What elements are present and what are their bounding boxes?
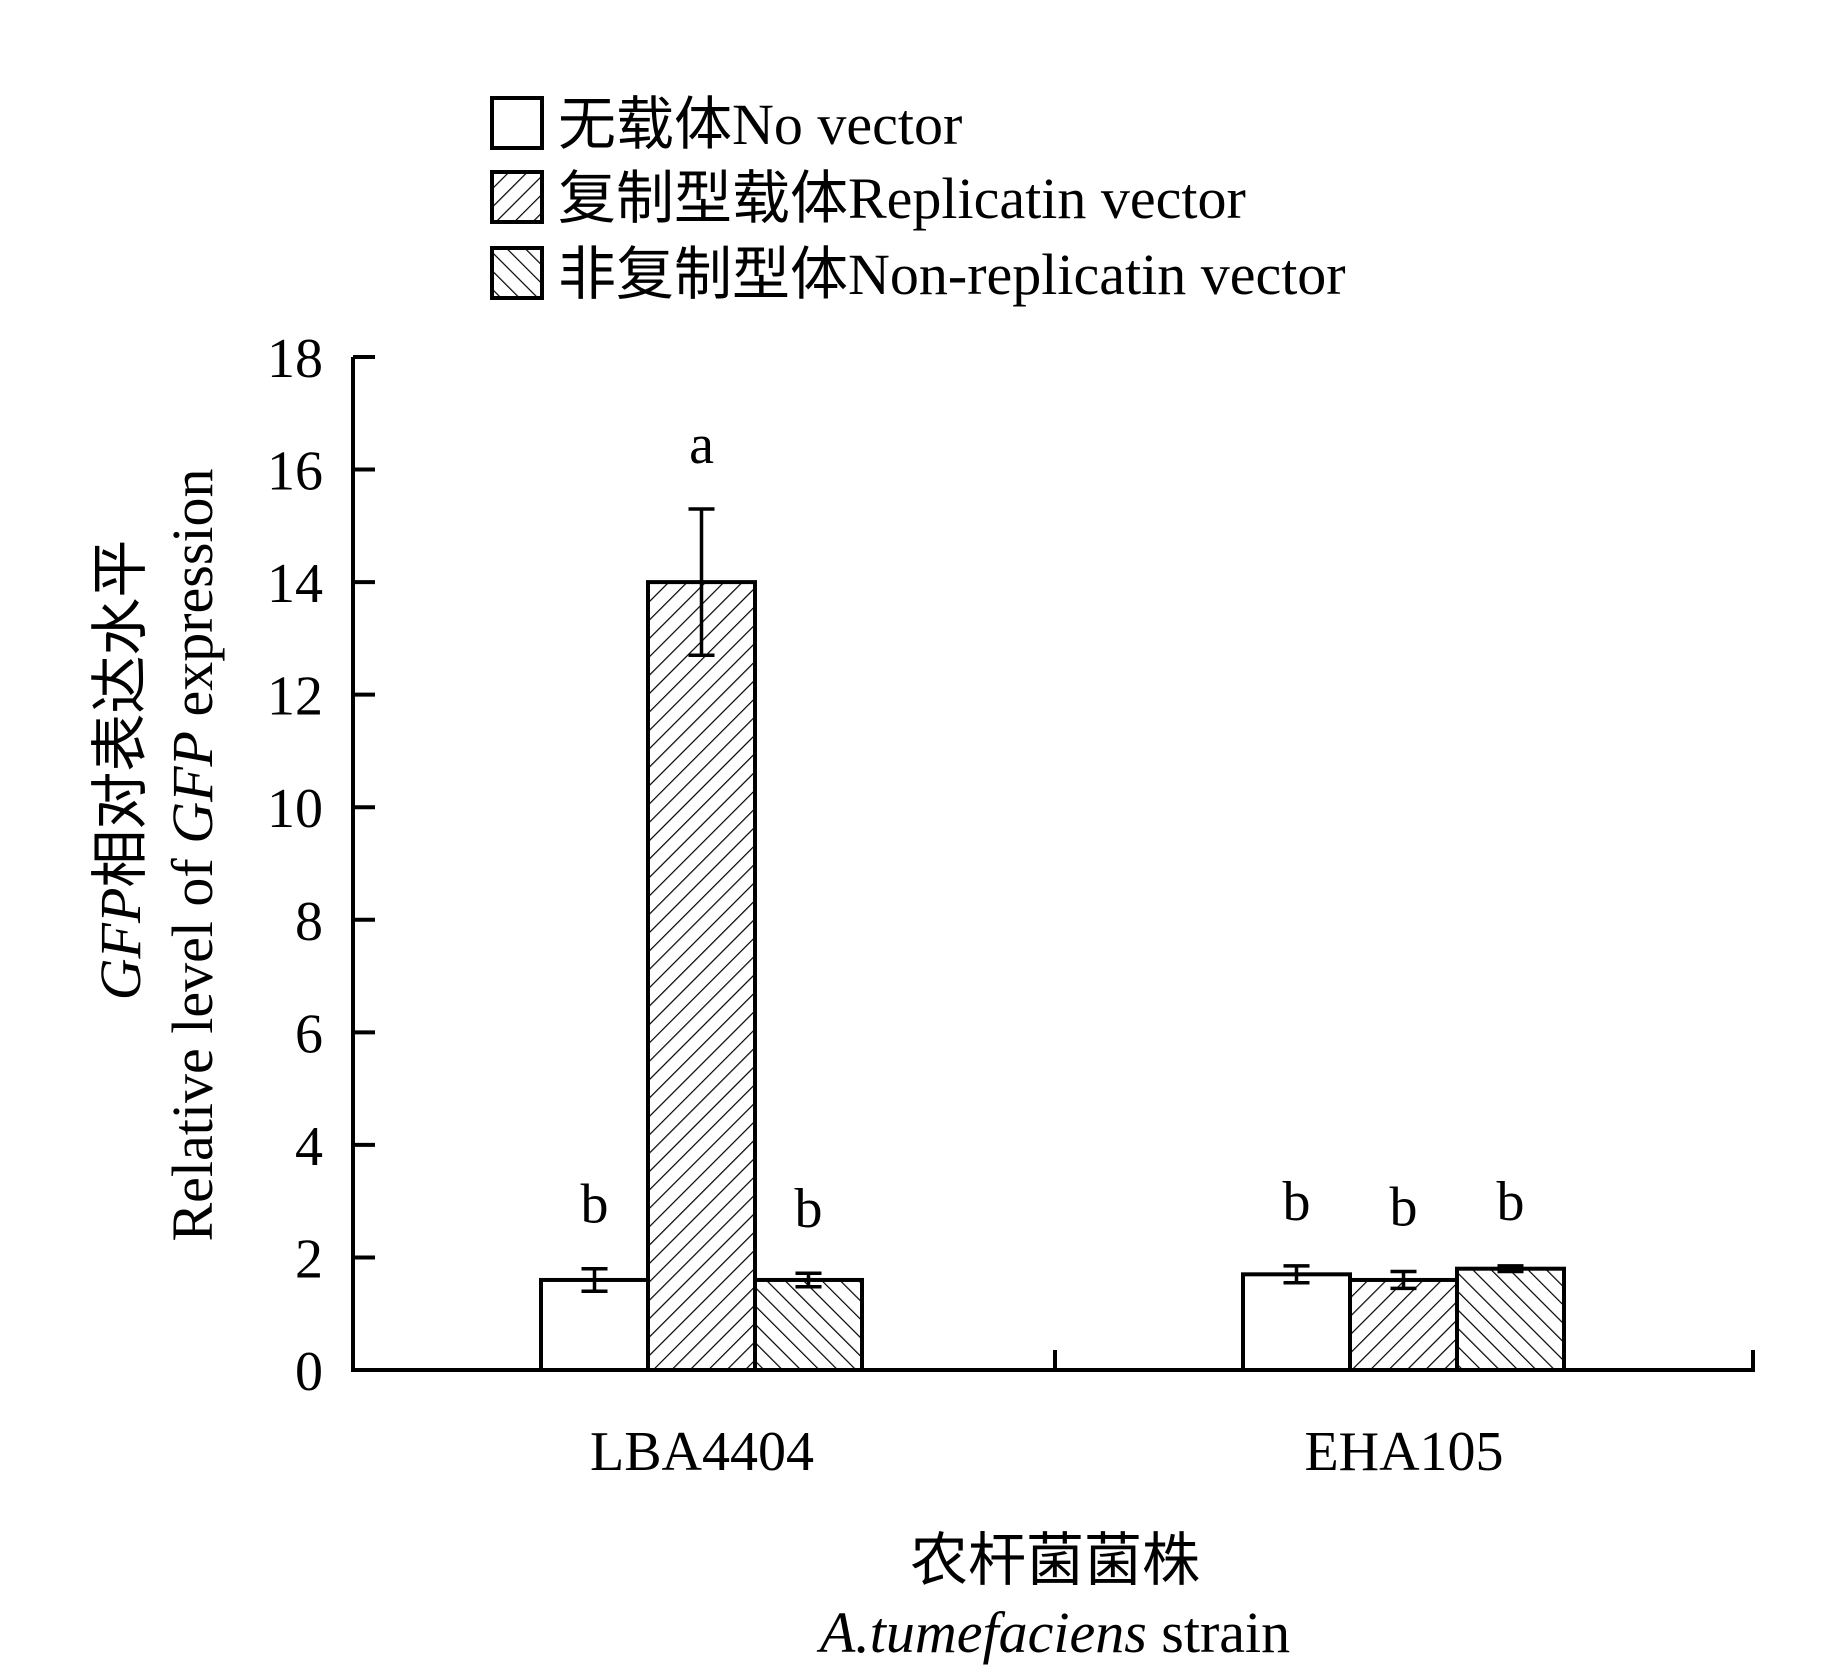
bar-lba4404-series-3 (753, 1277, 864, 1373)
y-tick-label-2: 2 (295, 1228, 323, 1290)
y-tick-label-4: 4 (295, 1116, 323, 1178)
legend-swatch-replicatin-vector (490, 170, 544, 224)
y-axis-title-gene: GFP (88, 888, 153, 1001)
x-axis-title-suffix: strain (1147, 1600, 1290, 1665)
significance-letter-lba4404-series-3: b (795, 1178, 823, 1240)
legend-item-replicatin-vector: 复制型载体Replicatin vector (490, 166, 1246, 231)
legend-label-non-replicatin-vector: 非复制型体Non-replicatin vector (558, 242, 1346, 307)
x-axis-title-cn: 农杆菌菌株 (910, 1528, 1200, 1593)
y-axis-title-prefix: Relative level of (160, 844, 225, 1242)
x-tick-label-eha105: EHA105 (1304, 1421, 1503, 1483)
bar-eha105-series-3 (1455, 1266, 1566, 1372)
y-axis-title-cn: 相对表达水平 (88, 540, 153, 888)
legend-swatch-non-replicatin-vector (490, 246, 544, 300)
bar-eha105-series-1 (1241, 1272, 1352, 1372)
legend-swatch-no-vector (490, 96, 544, 150)
significance-letter-lba4404-series-2: a (689, 414, 714, 476)
y-tick-label-16: 16 (267, 441, 323, 503)
y-axis-ticks: 0 2 4 6 8 10 12 14 16 18 (267, 328, 375, 1403)
y-tick-label-8: 8 (295, 891, 323, 953)
legend-label-no-vector: 无载体No vector (558, 92, 962, 157)
legend-item-no-vector: 无载体No vector (490, 92, 962, 157)
bar-eha105-series-2 (1348, 1277, 1459, 1373)
y-axis-title-line1: GFP相对表达水平 (88, 540, 153, 1001)
y-tick-label-6: 6 (295, 1003, 323, 1065)
significance-letter-eha105-series-2: b (1390, 1177, 1418, 1239)
bar-lba4404-series-1 (539, 1277, 650, 1373)
y-tick-label-10: 10 (267, 778, 323, 840)
significance-letter-eha105-series-3: b (1497, 1171, 1525, 1233)
significance-letter-lba4404-series-1: b (581, 1174, 609, 1236)
x-axis-title-species: A.tumefaciens (816, 1600, 1147, 1665)
y-axis-title-line2: Relative level of GFP expression (160, 468, 225, 1241)
x-tick-label-lba4404: LBA4404 (590, 1421, 814, 1483)
y-tick-label-0: 0 (295, 1341, 323, 1403)
y-axis-title-gene-2: GFP (160, 731, 225, 844)
legend-label-replicatin-vector: 复制型载体Replicatin vector (558, 166, 1246, 231)
significance-letter-eha105-series-1: b (1283, 1171, 1311, 1233)
bar-lba4404-series-2 (646, 580, 757, 1372)
x-axis-title-en: A.tumefaciens strain (816, 1600, 1290, 1665)
y-tick-label-18: 18 (267, 328, 323, 390)
legend: 无载体No vector 复制型载体Replicatin vector 非复制型… (490, 92, 1346, 307)
y-tick-label-14: 14 (267, 553, 323, 615)
legend-item-non-replicatin-vector: 非复制型体Non-replicatin vector (490, 242, 1346, 307)
y-tick-label-12: 12 (267, 666, 323, 728)
bars-group: b a b b b b (539, 414, 1566, 1373)
y-axis-title-suffix: expression (160, 468, 225, 731)
